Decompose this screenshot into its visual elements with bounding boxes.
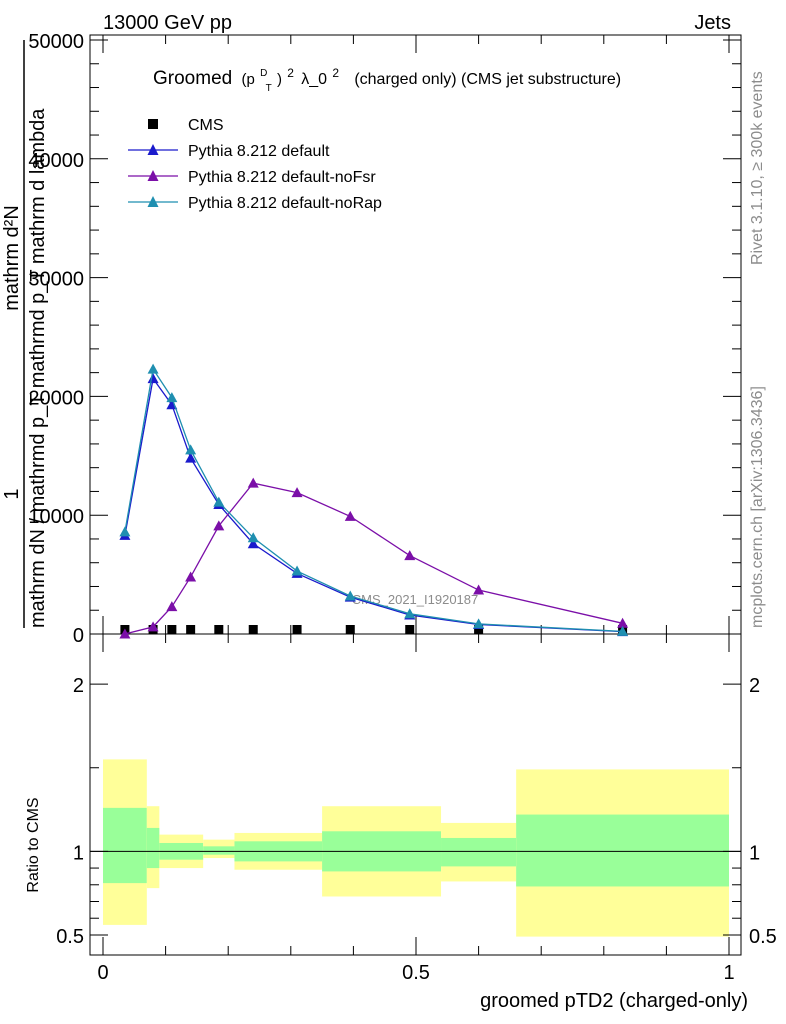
series-marker-2 [404,550,416,561]
ratio-green-band-6 [441,837,517,867]
main-ytick-label-5: 50000 [28,31,84,53]
mcplots-label: mcplots.cern.ch [arXiv:1306.3436] [749,386,766,628]
series-marker-2 [147,621,159,632]
title-sub-t: T [266,83,272,94]
energy-label: 13000 GeV pp [103,12,232,34]
legend-label-3: Pythia 8.212 default-noRap [188,195,382,212]
cms-data-point [248,625,258,634]
ylabel-frac-bottom: mathrm dN / mathrmd p_T mathrmd p_T math… [27,108,49,628]
title-sup-lambda: 2 [332,66,339,80]
title-paren-open: (p [241,71,254,88]
series-marker-2 [213,520,225,531]
ratio-bands [103,759,729,937]
ratio-green-band-0 [103,807,147,884]
axis-ticks: 0 10000 20000 30000 40000 50000 0 0.5 1 0.5 0.5 1 1 2… [28,31,776,984]
title-prefix: Groomed [153,68,232,89]
series-marker-1 [147,373,159,384]
ratio-ytick-label-left-0: 0.5 [56,926,84,948]
series-marker-2 [166,601,178,612]
main-ytick-label-3: 30000 [28,269,84,291]
series-marker-3 [344,590,356,601]
legend-label-1: Pythia 8.212 default [188,143,330,160]
cms-data-point [167,625,177,634]
series-0 [120,625,628,634]
series-marker-3 [473,618,485,629]
legend-label-2: Pythia 8.212 default-noFsr [188,169,376,186]
legend-triangle-icon [147,196,159,207]
main-ytick-label-2: 20000 [28,387,84,409]
rivet-label: Rivet 3.1.10, ≥ 300k events [749,71,766,265]
series-2 [119,477,629,639]
series-marker-1 [185,452,197,463]
series-marker-3 [617,625,629,636]
ratio-ytick-label-right-2: 2 [749,675,760,697]
series-marker-2 [291,487,303,498]
series-marker-3 [185,444,197,455]
main-ytick-label-0: 0 [73,625,84,647]
series-marker-3 [166,392,178,403]
legend-triangle-icon [147,144,159,155]
series-3 [119,363,629,636]
ratio-ytick-label-left-1: 1 [73,842,84,864]
series-marker-2 [617,617,629,628]
series-marker-3 [247,532,259,543]
x-axis-label: groomed pTD2 (charged-only) [480,990,748,1012]
ratio-green-band-1 [146,827,160,869]
cms-data-point [405,625,415,634]
chart-title: Groomed (p D T ) 2 λ_0 2 (charged only) … [153,60,621,96]
cms-data-point [214,625,224,634]
main-ytick-label-4: 40000 [28,150,84,172]
ratio-green-band-3 [203,846,235,855]
series-line-2 [124,482,623,635]
series-marker-3 [213,496,225,507]
analysis-watermark: CMS_2021_I1920187 [352,592,479,607]
legend-label-0: CMS [188,117,224,134]
ratio-green-band-7 [516,814,729,887]
legend: CMS Pythia 8.212 default Pythia 8.212 defa… [128,117,382,212]
series-marker-1 [247,538,259,549]
legend-triangle-icon [147,170,159,181]
ratio-ytick-label-left-2: 2 [73,675,84,697]
category-label: Jets [694,12,731,34]
ratio-xtick-label-0: 0 [97,962,108,984]
legend-square-icon [148,119,158,129]
title-sup-2: 2 [287,66,294,80]
cms-data-point [474,625,484,634]
ratio-xtick-label-2: 1 [723,962,734,984]
title-suffix: (charged only) (CMS jet substructure) [354,71,621,88]
legend-item-2: Pythia 8.212 default-noFsr [128,169,376,186]
svg-text:Groomed (p D: Groomed (p D T ) 2 λ_0 2 (charged only) … [153,60,621,96]
series-marker-3 [404,608,416,619]
chart-series [119,363,629,639]
title-lambda: λ_0 [301,71,327,88]
series-marker-2 [185,571,197,582]
series-marker-3 [291,565,303,576]
series-marker-2 [247,477,259,488]
series-marker-3 [147,363,159,374]
title-sup-d: D [260,68,267,79]
ratio-ytick-label-right-0: 0.5 [749,926,777,948]
main-ylabel: 1 mathrm d²N mathrm dN / mathrmd p_T mat… [1,40,49,628]
ylabel-numerator: 1 [1,488,23,499]
series-marker-3 [119,526,131,537]
legend-item-1: Pythia 8.212 default [128,143,330,160]
legend-item-0: CMS [148,117,224,134]
cms-data-point [292,625,302,634]
ratio-ytick-label-right-1: 1 [749,842,760,864]
cms-data-point [345,625,355,634]
ratio-xtick-label-1: 0.5 [402,962,430,984]
title-paren-close: ) [277,71,282,88]
ratio-ylabel: Ratio to CMS [25,797,42,892]
series-marker-2 [473,584,485,595]
series-marker-2 [119,628,131,639]
ylabel-frac-top: mathrm d²N [1,205,23,311]
series-marker-2 [344,510,356,521]
cms-data-point [186,625,196,634]
main-ytick-label-1: 10000 [28,506,84,528]
legend-item-3: Pythia 8.212 default-noRap [128,195,382,212]
